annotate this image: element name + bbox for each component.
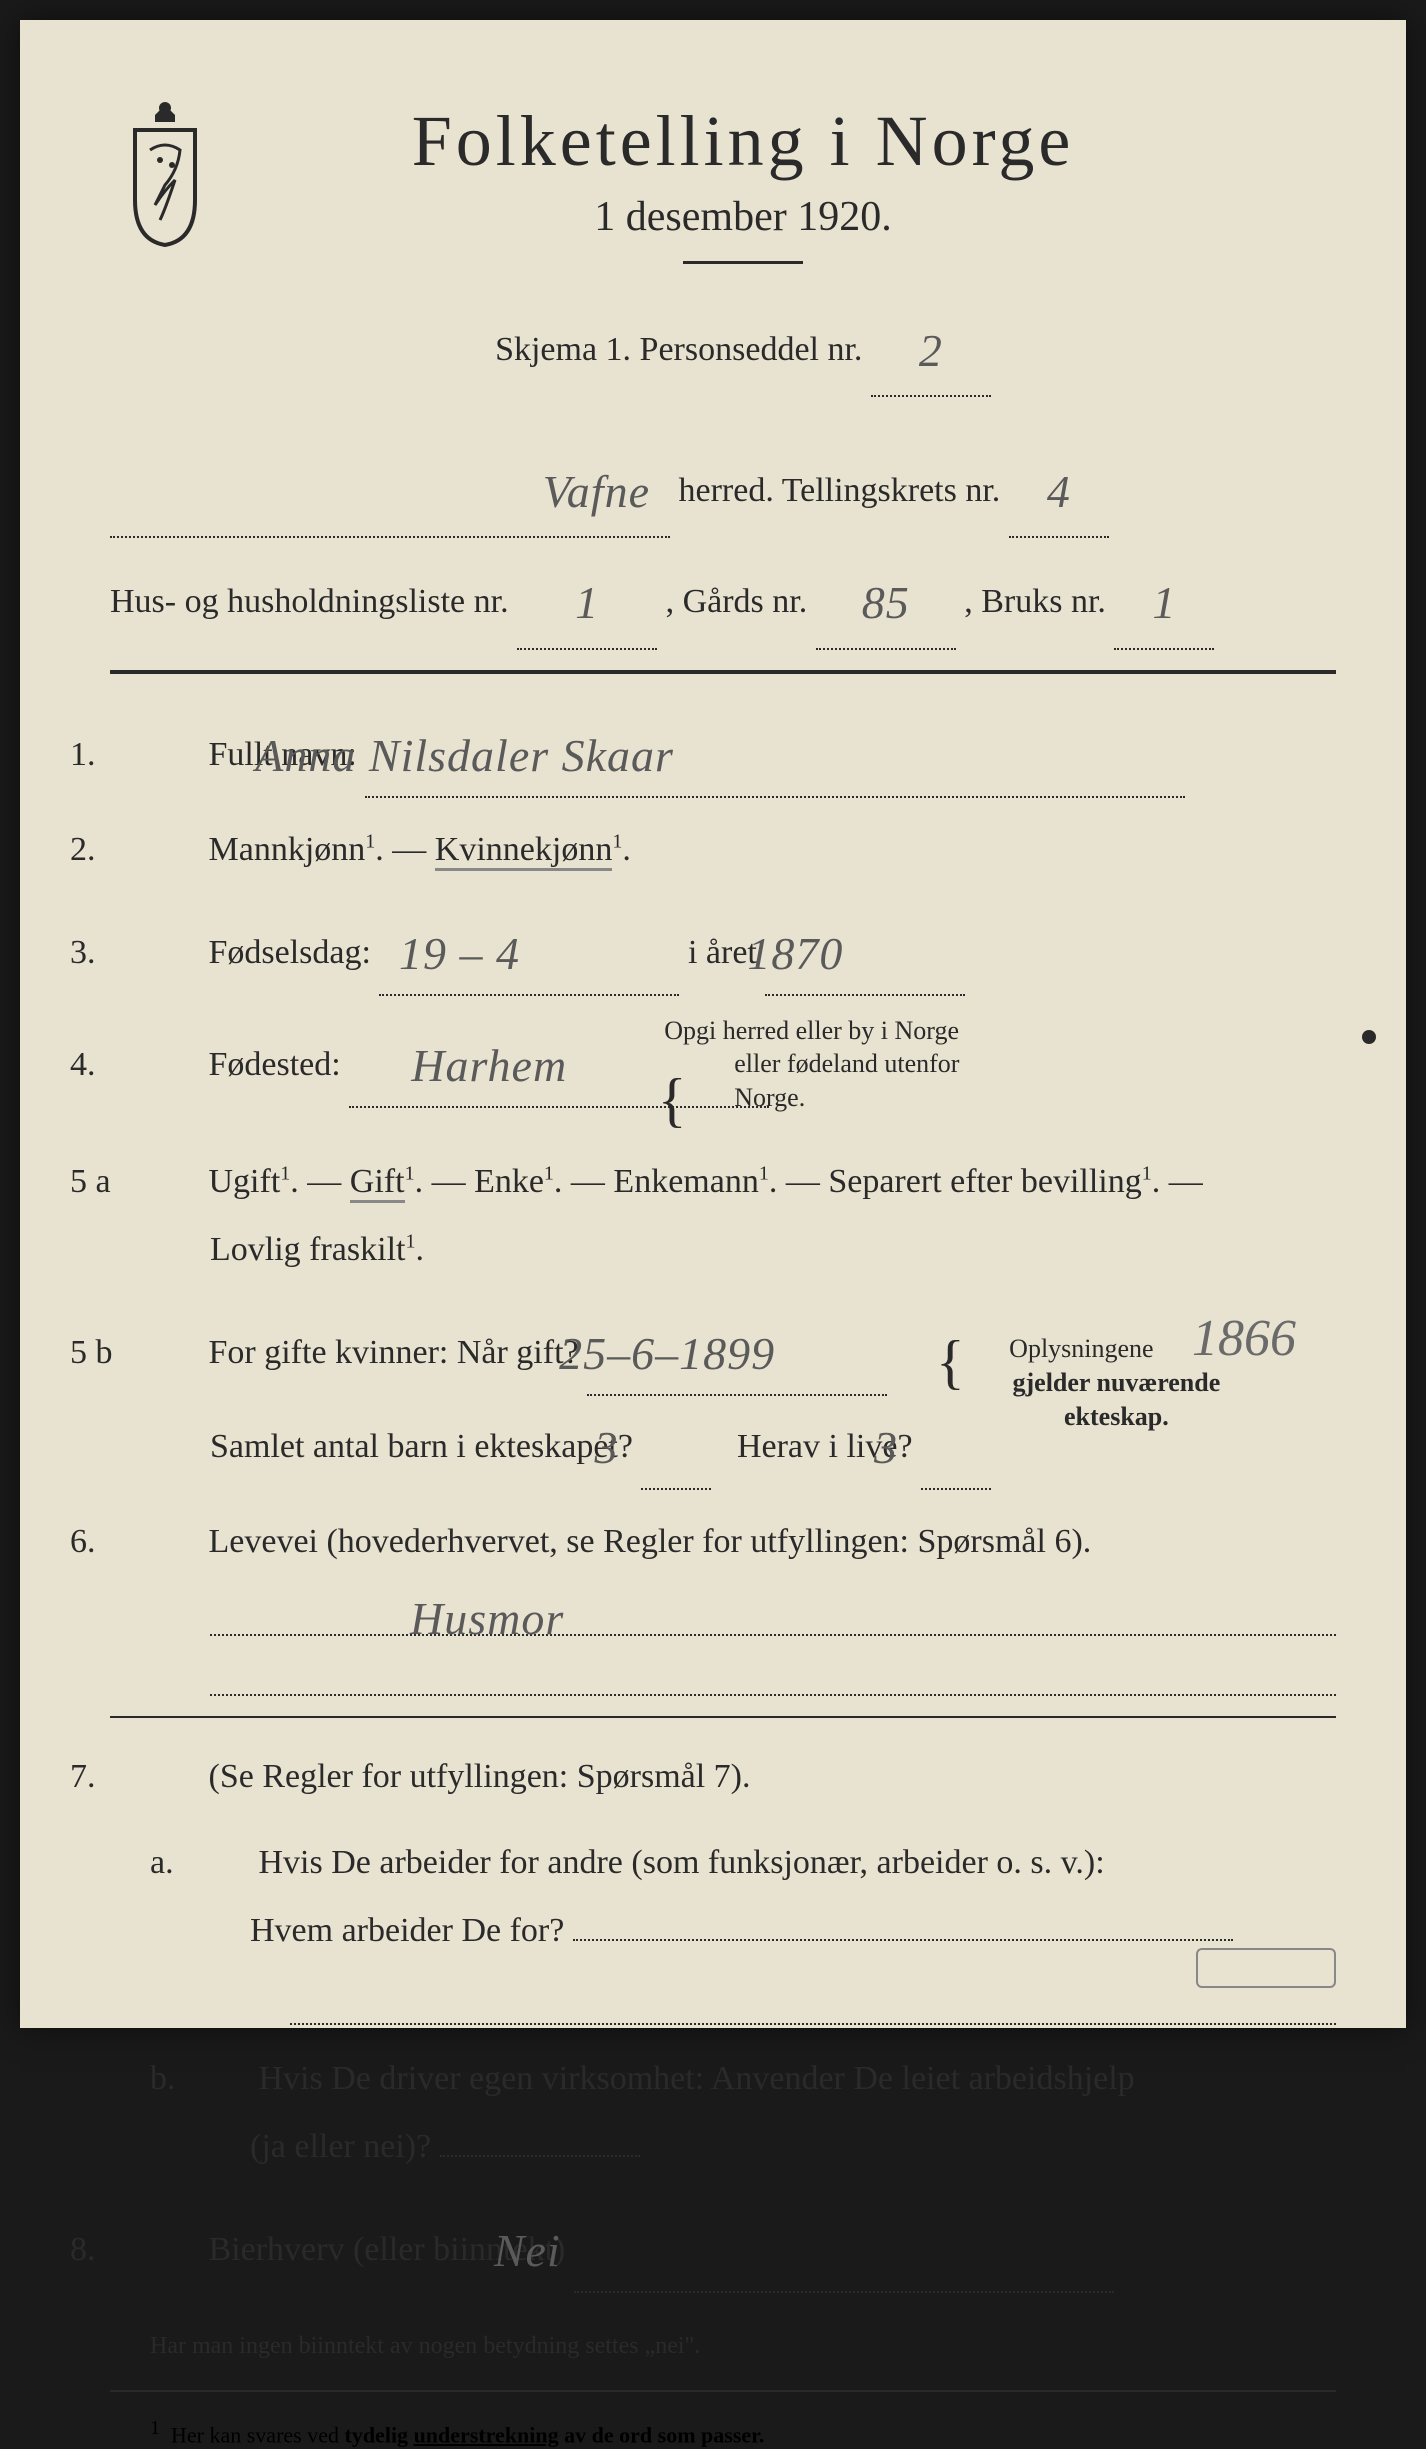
q6: 6. Levevei (hovederhvervet, se Regler fo…: [180, 1508, 1336, 1576]
q5b: 5 b For gifte kvinner: Når gift? 25–6–18…: [180, 1302, 1336, 1490]
q7a-l2: Hvem arbeider De for?: [250, 1912, 564, 1949]
bruks-label: , Bruks nr.: [964, 583, 1106, 620]
q6-value-line: Husmor: [210, 1596, 1336, 1636]
personseddel-nr: 2: [919, 300, 943, 401]
norwegian-crest-icon: [110, 100, 220, 250]
q5b-label2: Samlet antal barn i ekteskapet?: [210, 1428, 633, 1465]
q8-label: Bierhverv (eller biinntekt): [209, 2231, 566, 2268]
q7-num: 7.: [140, 1743, 200, 1811]
q5a-ugift: Ugift: [209, 1163, 281, 1200]
section-divider: [110, 670, 1336, 674]
q5b-note: { Oplysningene gjelder nuværende ekteska…: [1076, 1332, 1336, 1433]
herred-label: herred. Tellingskrets nr.: [679, 472, 1001, 509]
skjema-line: Skjema 1. Personseddel nr. 2: [270, 294, 1216, 397]
q5a-fraskilt: Lovlig fraskilt: [210, 1231, 405, 1268]
q5b-num: 5 b: [140, 1319, 200, 1387]
q6-blank2: [210, 1656, 1336, 1696]
q7a-num: a.: [200, 1829, 250, 1897]
header: Folketelling i Norge 1 desember 1920. Sk…: [110, 100, 1336, 405]
q5a-separert: Separert efter bevilling: [828, 1163, 1141, 1200]
q7b: b. Hvis De driver egen virksomhet: Anven…: [110, 2045, 1336, 2181]
herred-value: Vafne: [543, 441, 650, 542]
q5a: 5 a Ugift1. — Gift1. — Enke1. — Enkemann…: [180, 1148, 1336, 1284]
q5a-num: 5 a: [140, 1148, 200, 1216]
q3-label: Fødselsdag:: [209, 934, 371, 971]
q7b-num: b.: [200, 2045, 250, 2113]
q4-note: { Opgi herred eller by i Norge eller fød…: [798, 1014, 1037, 1131]
q2-num: 2.: [140, 816, 200, 884]
stamp-box: [1196, 1948, 1336, 1988]
q6-num: 6.: [140, 1508, 200, 1576]
skjema-label: Skjema 1. Personseddel nr.: [495, 331, 862, 368]
q7a: a. Hvis De arbeider for andre (som funks…: [110, 1829, 1336, 1965]
q7b-l1: Hvis De driver egen virksomhet: Anvender…: [259, 2060, 1135, 2097]
q5a-enkemann: Enkemann: [613, 1163, 758, 1200]
q5b-gift: 25–6–1899: [629, 1308, 775, 1400]
herred-line: Vafne herred. Tellingskrets nr. 4: [110, 435, 1336, 538]
q3: 3. Fødselsdag: 19 – 4 i året 1870: [180, 902, 1336, 996]
gards-nr: 85: [862, 552, 910, 653]
q4-label: Fødested:: [209, 1046, 341, 1083]
q2-mann: Mannkjønn: [209, 831, 366, 868]
title-block: Folketelling i Norge 1 desember 1920. Sk…: [270, 100, 1336, 405]
q4-num: 4.: [140, 1031, 200, 1099]
tellingskrets-nr: 4: [1047, 441, 1071, 542]
thin-divider-1: [110, 1716, 1336, 1718]
q8: 8. Bierhverv (eller biinntekt) Nei: [180, 2199, 1336, 2293]
footnote-2: 1 Her kan svares ved tydelig understrekn…: [110, 2417, 1336, 2448]
q8-num: 8.: [140, 2216, 200, 2284]
q7b-l2: (ja eller nei)?: [250, 2128, 431, 2165]
q4-value: Harhem: [481, 1020, 567, 1112]
bruks-nr: 1: [1152, 552, 1176, 653]
q1: 1. Fullt navn: Anna Nilsdaler Skaar: [180, 704, 1336, 798]
q1-num: 1.: [140, 721, 200, 789]
hus-line: Hus- og husholdningsliste nr. 1 , Gårds …: [110, 546, 1336, 649]
hus-label: Hus- og husholdningsliste nr.: [110, 583, 509, 620]
q7a-blank: [290, 1985, 1336, 2025]
q3-day: 19 – 4: [469, 908, 520, 1000]
q2-kvinne: Kvinnekjønn: [435, 831, 613, 871]
main-title: Folketelling i Norge: [270, 100, 1216, 183]
title-rule: [683, 261, 803, 264]
footnote-1: Har man ingen biinntekt av nogen betydni…: [110, 2333, 1336, 2360]
q1-value: Anna Nilsdaler Skaar: [325, 710, 674, 802]
q3-year: 1870: [817, 908, 843, 1000]
q7-label: (Se Regler for utfyllingen: Spørsmål 7).: [209, 1758, 751, 1795]
census-form-page: Folketelling i Norge 1 desember 1920. Sk…: [20, 20, 1406, 2028]
q7: 7. (Se Regler for utfyllingen: Spørsmål …: [180, 1743, 1336, 1811]
q5b-label1: For gifte kvinner: Når gift?: [209, 1334, 579, 1371]
q5a-gift: Gift: [350, 1163, 405, 1203]
q6-value: Husmor: [410, 1592, 564, 1645]
q7a-l1: Hvis De arbeider for andre (som funksjon…: [259, 1844, 1105, 1881]
q5a-enke: Enke: [474, 1163, 544, 1200]
gards-label: , Gårds nr.: [666, 583, 808, 620]
subtitle: 1 desember 1920.: [270, 193, 1216, 241]
q3-num: 3.: [140, 919, 200, 987]
q2: 2. Mannkjønn1. — Kvinnekjønn1.: [180, 816, 1336, 884]
q4: 4. Fødested: Harhem { Opgi herred eller …: [180, 1014, 1336, 1131]
dot-mark: [1362, 1030, 1376, 1044]
q6-label: Levevei (hovederhvervet, se Regler for u…: [209, 1523, 1092, 1560]
thin-divider-2: [110, 2390, 1336, 2392]
hus-nr: 1: [575, 552, 599, 653]
